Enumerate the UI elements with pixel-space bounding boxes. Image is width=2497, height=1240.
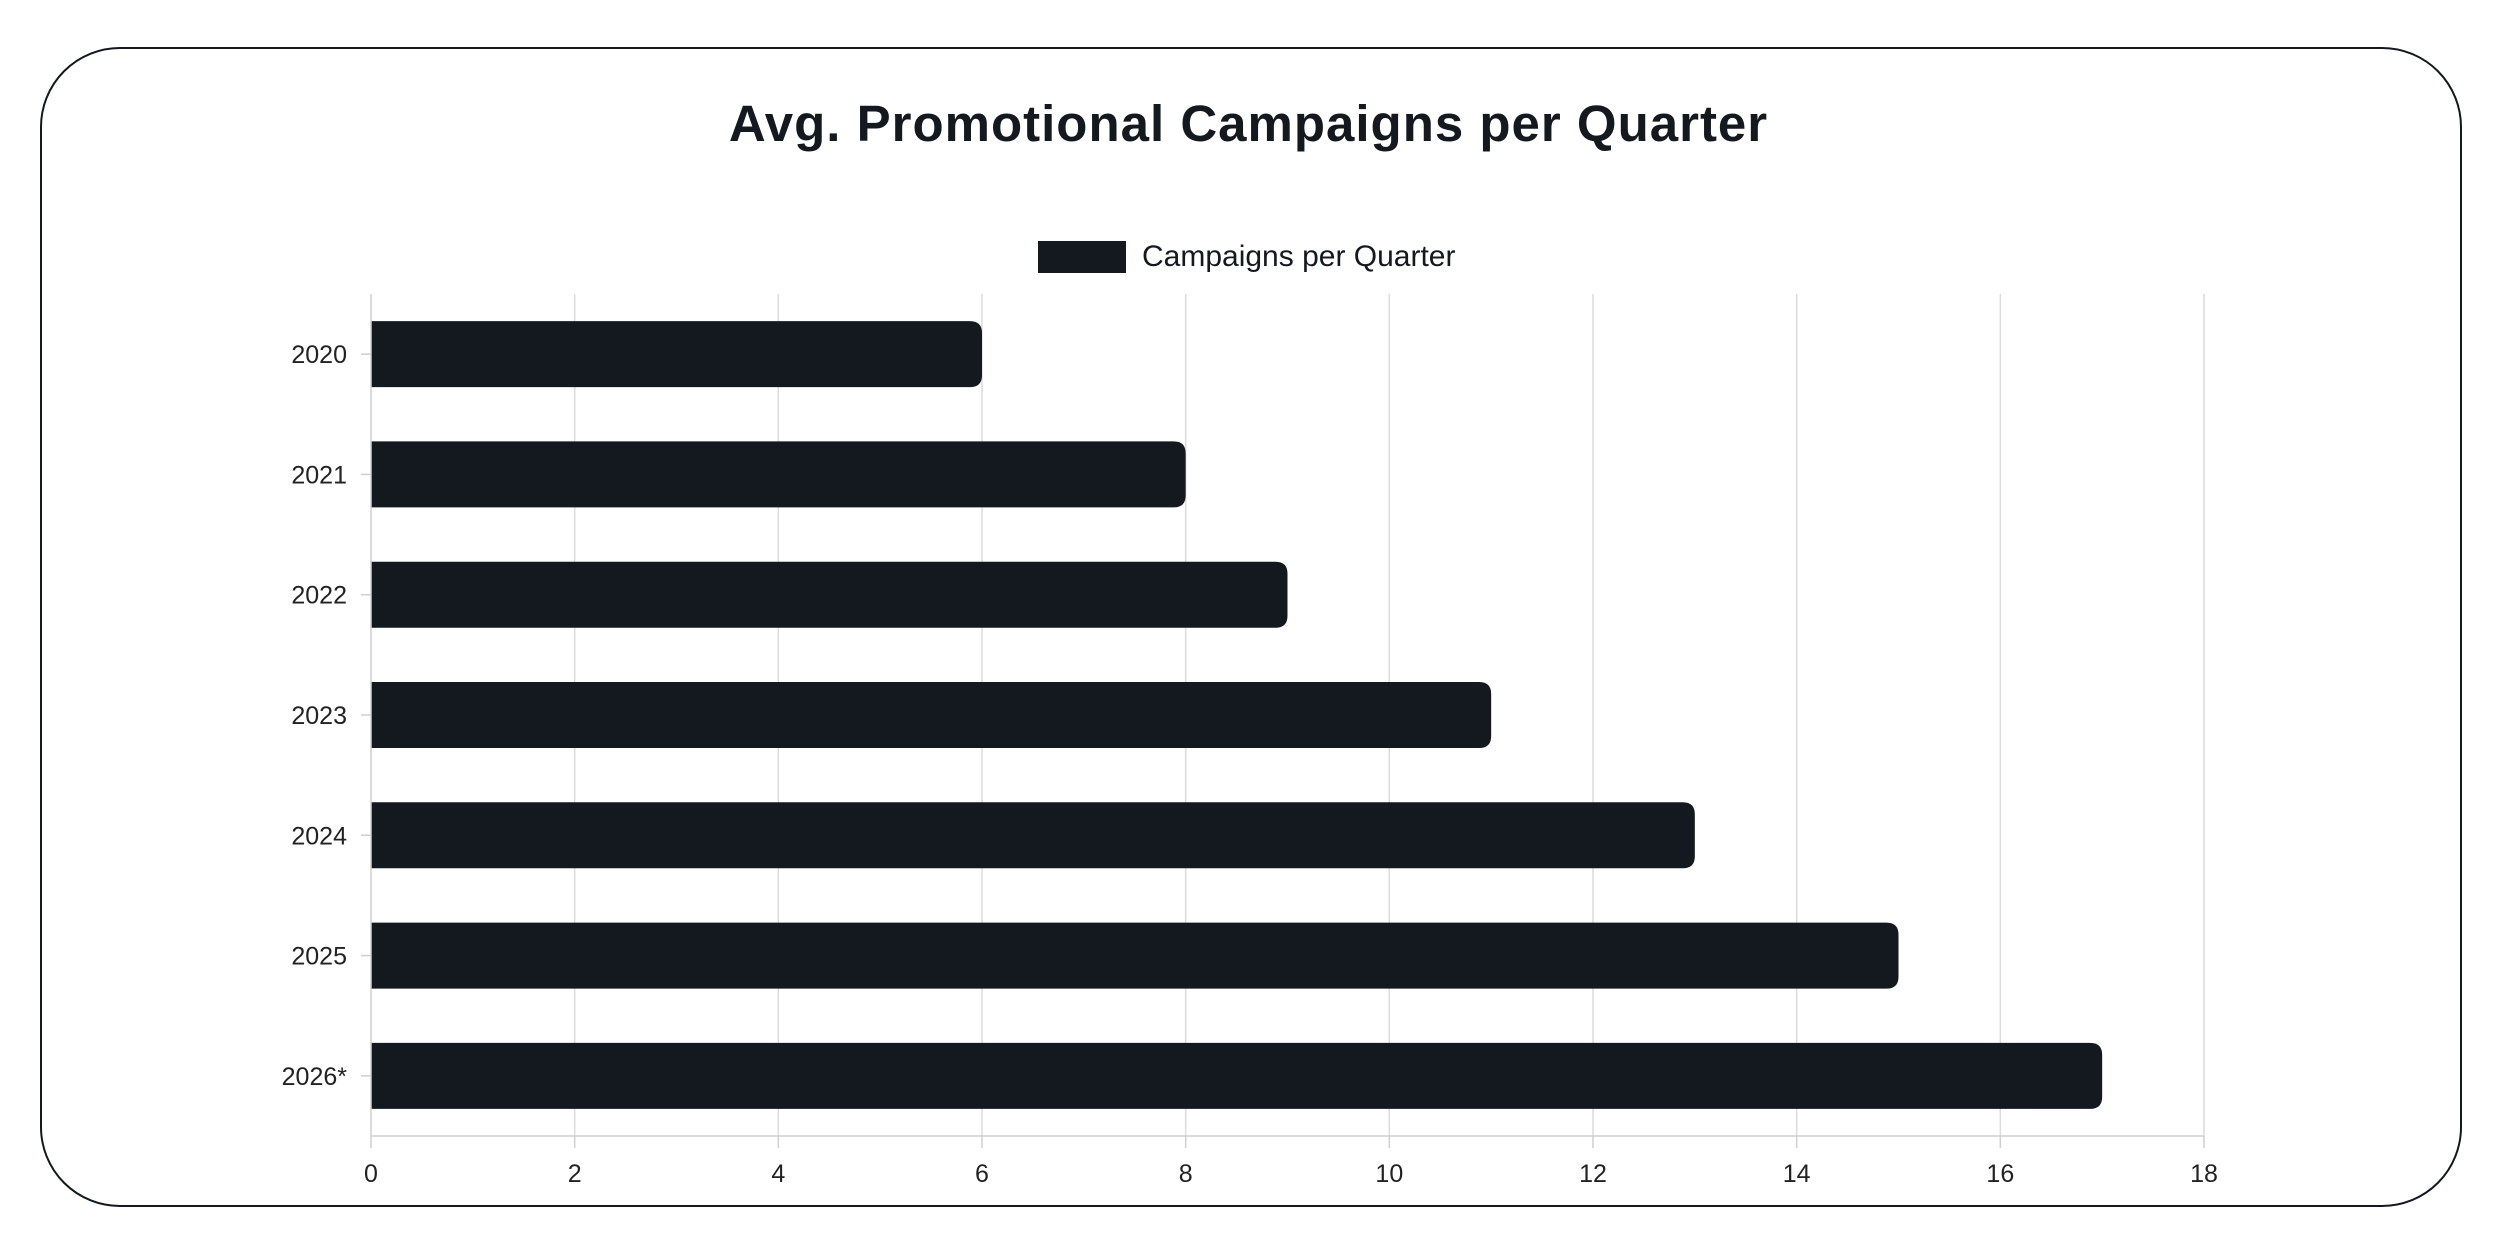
bar-2026[interactable] [371,1042,2103,1109]
y-tick-label: 2023 [291,702,347,730]
x-tick-label: 6 [975,1160,989,1188]
x-tick-label: 18 [2190,1160,2218,1188]
bar-2025[interactable] [371,922,1899,989]
legend-label: Campaigns per Quarter [1142,240,1456,273]
legend[interactable]: Campaigns per Quarter [1038,240,1455,274]
legend-swatch [1038,241,1126,273]
axes [361,294,2205,1148]
bar-2021[interactable] [371,441,1186,508]
x-tick-label: 10 [1375,1160,1403,1188]
x-tick-label: 12 [1579,1160,1607,1188]
y-tick-label: 2020 [291,341,347,369]
y-tick-label: 2024 [291,822,347,850]
x-tick-label: 14 [1783,1160,1811,1188]
y-axis-labels: 2020 2021 2022 2023 2024 2025 2026* [282,341,348,1091]
bar-2022[interactable] [371,561,1288,628]
y-tick-label: 2026* [282,1063,348,1091]
y-tick-label: 2025 [291,943,347,971]
bar-2024[interactable] [371,802,1695,869]
x-tick-label: 2 [568,1160,582,1188]
x-axis-labels: 0 2 4 6 8 10 12 14 16 18 [364,1160,2218,1188]
x-tick-label: 8 [1179,1160,1193,1188]
x-tick-label: 0 [364,1160,378,1188]
bars [371,321,2103,1109]
x-tick-label: 16 [1986,1160,2014,1188]
y-tick-label: 2022 [291,582,347,610]
bar-2020[interactable] [371,321,982,388]
bar-2023[interactable] [371,682,1492,748]
y-tick-label: 2021 [291,461,347,489]
chart-title: Avg. Promotional Campaigns per Quarter [728,95,1769,152]
x-tick-label: 4 [771,1160,785,1188]
